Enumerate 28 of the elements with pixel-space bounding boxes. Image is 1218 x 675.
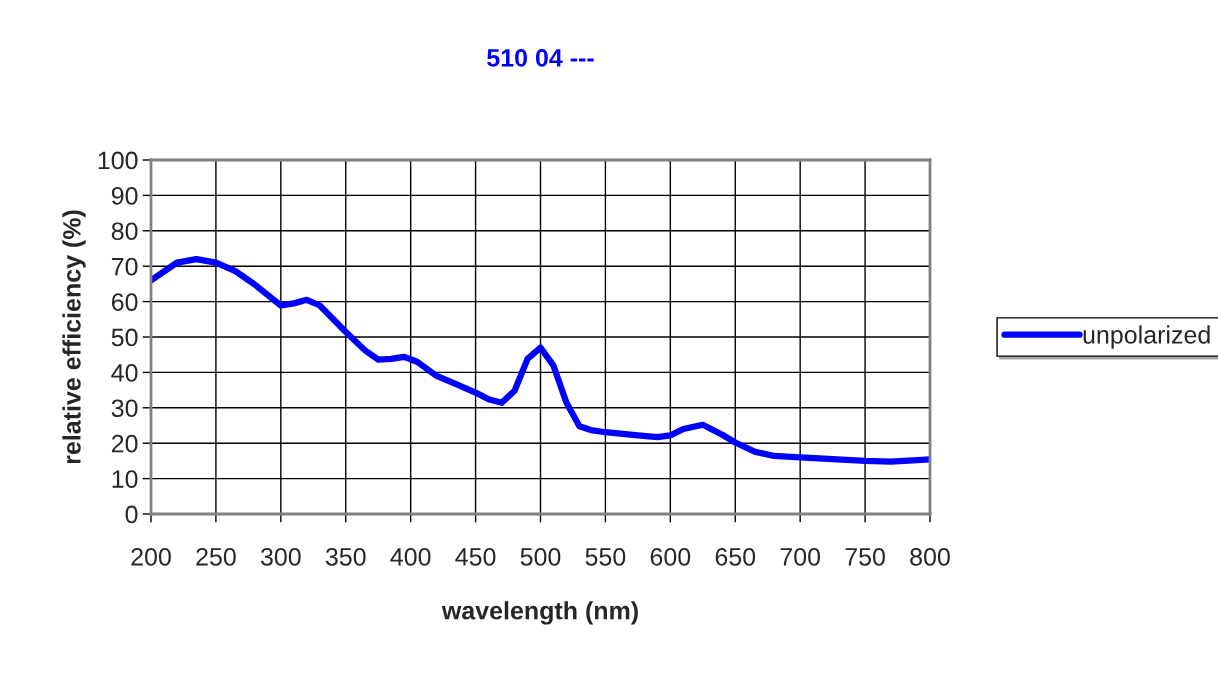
x-tick-label: 300 <box>260 547 301 566</box>
x-tick-label: 700 <box>780 547 821 566</box>
x-tick-label: 400 <box>390 547 431 566</box>
y-tick-label: 90 <box>111 187 138 205</box>
x-tick-label: 500 <box>520 547 561 566</box>
y-tick-label: 50 <box>111 328 138 347</box>
y-tick-label: 100 <box>98 151 138 170</box>
x-tick-label: 450 <box>455 547 496 566</box>
y-tick-label: 80 <box>111 222 138 241</box>
y-tick-label: 70 <box>111 257 138 276</box>
x-tick-label: 800 <box>910 547 950 566</box>
x-tick-label: 750 <box>845 547 885 566</box>
legend-label: unpolarized <box>1083 325 1210 349</box>
x-tick-label: 250 <box>196 547 236 566</box>
y-axis-title: relative efficiency (%) <box>62 210 86 464</box>
x-tick-label: 650 <box>715 547 756 566</box>
x-tick-label: 550 <box>585 547 626 566</box>
x-axis-title: wavelength (nm) <box>441 601 638 625</box>
x-tick-label: 200 <box>131 547 171 566</box>
x-tick-label: 600 <box>650 547 691 566</box>
chart-title: 510 04 --- <box>487 49 594 67</box>
y-tick-label: 10 <box>112 470 138 488</box>
y-tick-label: 20 <box>111 434 138 453</box>
x-tick-label: 350 <box>325 547 366 566</box>
y-tick-label: 0 <box>125 505 138 524</box>
y-tick-label: 30 <box>111 399 138 418</box>
y-tick-label: 60 <box>111 293 138 311</box>
y-tick-label: 40 <box>111 364 138 382</box>
